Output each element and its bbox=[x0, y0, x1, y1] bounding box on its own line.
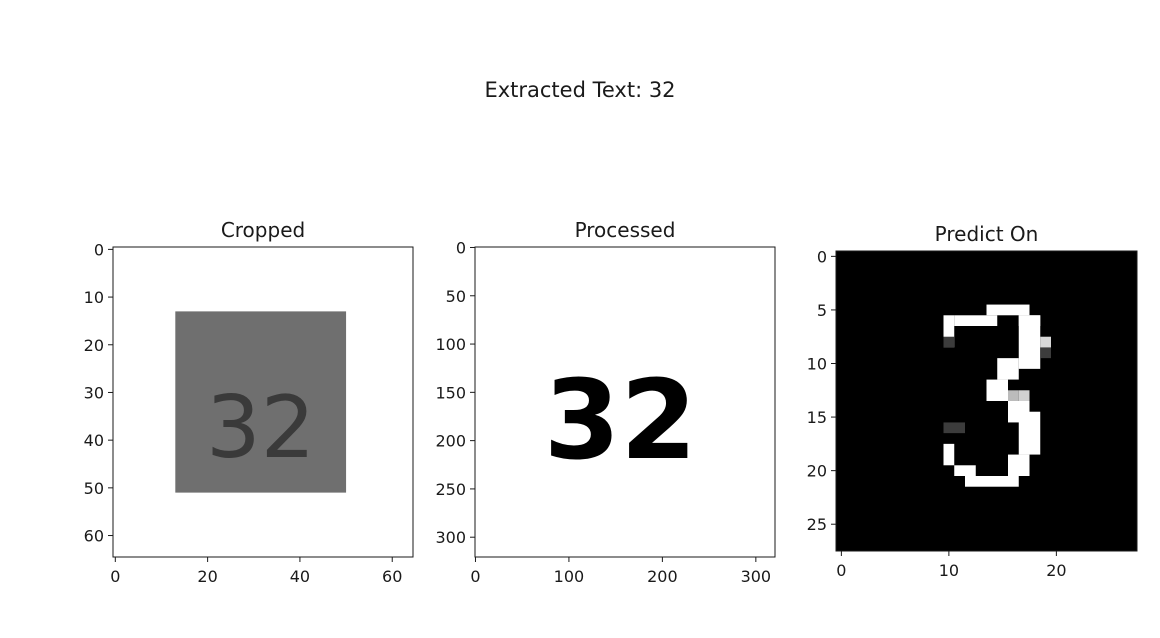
image-background bbox=[475, 247, 775, 557]
axes-frame bbox=[835, 250, 1138, 552]
y-tick-label: 5 bbox=[817, 301, 827, 320]
x-tick-label: 0 bbox=[836, 561, 846, 580]
axes-title: Processed bbox=[575, 218, 676, 242]
image-digits: 32 bbox=[544, 356, 697, 484]
y-tick-label: 50 bbox=[446, 287, 466, 306]
y-tick-label: 10 bbox=[807, 355, 827, 374]
image-pixel bbox=[986, 304, 1030, 316]
y-tick-label: 0 bbox=[456, 238, 466, 257]
y-tick-label: 0 bbox=[94, 240, 104, 259]
x-tick-label: 0 bbox=[470, 567, 480, 586]
y-tick-label: 0 bbox=[817, 247, 827, 266]
figure-suptitle: Extracted Text: 32 bbox=[484, 78, 676, 102]
x-tick-label: 20 bbox=[1046, 561, 1066, 580]
x-tick-label: 300 bbox=[741, 567, 772, 586]
y-tick-label: 250 bbox=[435, 480, 466, 499]
y-tick-label: 30 bbox=[84, 383, 104, 402]
cropped-patch bbox=[175, 311, 347, 493]
axes-1: 32 Cropped 0 20 40 60 0 10 20 30 40 50 60 bbox=[84, 218, 414, 586]
image-pixel bbox=[1008, 454, 1030, 476]
x-tick-label: 100 bbox=[554, 567, 585, 586]
axes-title: Predict On bbox=[935, 222, 1039, 246]
x-tick-label: 200 bbox=[647, 567, 678, 586]
image-pixel bbox=[1008, 390, 1019, 401]
axes-frame bbox=[474, 246, 776, 558]
x-tick-label: 0 bbox=[110, 567, 120, 586]
image-pixel bbox=[1040, 336, 1051, 348]
image-pixel bbox=[1018, 411, 1041, 455]
y-tick-label: 50 bbox=[84, 479, 104, 498]
axes-title: Cropped bbox=[221, 218, 305, 242]
x-tick-label: 10 bbox=[939, 561, 959, 580]
image-pixel bbox=[1018, 315, 1041, 369]
image-pixel bbox=[1040, 347, 1051, 359]
y-tick-label: 20 bbox=[807, 462, 827, 481]
image-pixel bbox=[954, 315, 998, 326]
y-tick-label: 300 bbox=[435, 528, 466, 547]
image-pixel bbox=[943, 443, 955, 466]
axes-2: 32 Processed 0 100 200 300 0 50 100 150 200 250 300 bbox=[435, 218, 776, 586]
x-tick-label: 20 bbox=[197, 567, 217, 586]
y-tick-label: 150 bbox=[435, 383, 466, 402]
y-tick-label: 20 bbox=[84, 336, 104, 355]
x-tick-label: 60 bbox=[382, 567, 402, 586]
x-tick-label: 40 bbox=[290, 567, 310, 586]
y-tick-label: 60 bbox=[84, 527, 104, 546]
y-tick-label: 40 bbox=[84, 431, 104, 450]
axes-3: 3 Predict On 0 10 20 0 5 10 15 20 25 bbox=[807, 222, 1138, 580]
image-pixel bbox=[986, 379, 1008, 401]
image-pixel bbox=[943, 422, 965, 434]
y-tick-label: 200 bbox=[435, 432, 466, 451]
image-digits: 32 bbox=[206, 378, 315, 478]
y-tick-label: 25 bbox=[807, 515, 827, 534]
image-digit-text: 3 bbox=[986, 452, 999, 476]
y-tick-label: 15 bbox=[807, 408, 827, 427]
y-tick-label: 100 bbox=[435, 335, 466, 354]
y-tick-label: 10 bbox=[84, 288, 104, 307]
image-pixel bbox=[943, 336, 955, 348]
image-pixel bbox=[965, 476, 1019, 487]
image-pixel bbox=[954, 465, 976, 476]
image-pixel bbox=[997, 358, 1019, 380]
image-pixel bbox=[943, 315, 955, 348]
axes-frame bbox=[112, 246, 414, 558]
image-pixel bbox=[1018, 390, 1030, 401]
